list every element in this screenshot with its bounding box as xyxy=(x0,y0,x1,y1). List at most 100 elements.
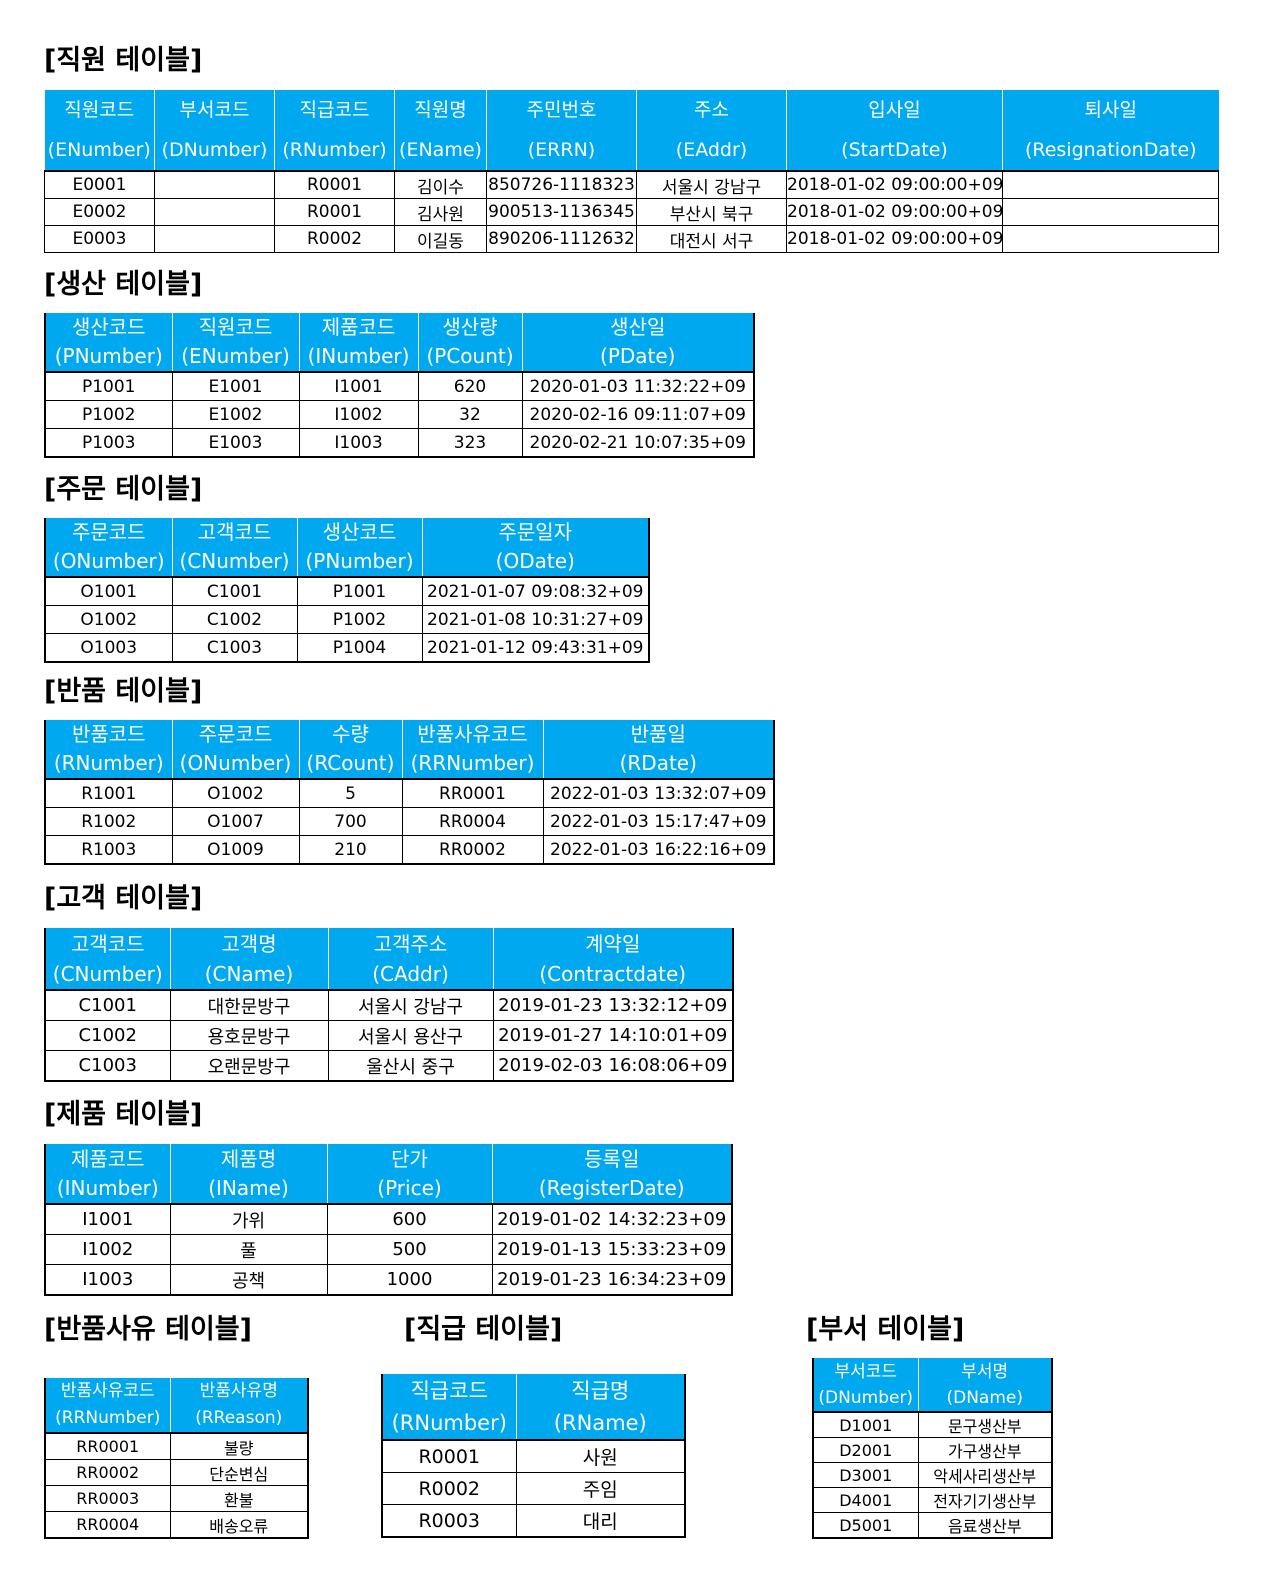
column-header-english: (PNumber) xyxy=(54,344,163,368)
column-header-korean: 주문코드 xyxy=(198,722,273,746)
table-cell: 문구생산부 xyxy=(917,1411,1053,1438)
header-row: 부서코드 (DNumber) 부서명 (DName) xyxy=(813,1358,1052,1412)
table-row: E0003 R0002 이길동 890206-1112632 대전시 서구 2018-01… xyxy=(44,225,1219,253)
table-cell: 오랜문방구 xyxy=(169,1050,329,1082)
column-header-english: (EAddr) xyxy=(675,139,748,161)
column-header-korean: 직원코드 xyxy=(64,99,135,121)
table-row: O1001 C1001 P1001 2021-01-07 09:08:32+09 xyxy=(44,576,650,606)
table-cell: 1000 xyxy=(326,1264,493,1296)
table-row: P1003 E1003 I1003 323 2020-02-21 10:07:35+09 xyxy=(44,428,755,458)
table-cell: 풀 xyxy=(169,1234,328,1265)
table-cell: O1002 xyxy=(44,605,173,634)
column-header: 고객코드 (CNumber) xyxy=(171,518,297,577)
table-cell: 2022-01-03 13:32:07+09 xyxy=(542,778,775,808)
column-header: 생산코드 (PNumber) xyxy=(296,518,422,577)
column-header: 주문코드 (ONumber) xyxy=(45,518,172,577)
table-cell: 2021-01-12 09:43:31+09 xyxy=(421,633,650,663)
column-header-english: (RCount) xyxy=(306,751,395,775)
column-header-korean: 반품사유코드 xyxy=(417,722,528,746)
return-table-title: [반품 테이블] xyxy=(44,676,203,707)
order-table-title: [주문 테이블] xyxy=(44,474,203,505)
table-cell: 환불 xyxy=(169,1485,309,1512)
table-cell: 사원 xyxy=(515,1439,686,1473)
table-cell: 2022-01-03 16:22:16+09 xyxy=(542,835,775,865)
column-header: 고객주소 (CAddr) xyxy=(327,928,493,990)
table-cell: 2019-02-03 16:08:06+09 xyxy=(492,1050,734,1082)
column-header-korean: 제품코드 xyxy=(321,315,396,339)
table-cell: P1001 xyxy=(44,371,173,401)
department-table-title: [부서 테이블] xyxy=(806,1314,965,1345)
table-cell: 가구생산부 xyxy=(917,1437,1053,1463)
table-row: I1003 공책 1000 2019-01-23 16:34:23+09 xyxy=(44,1264,733,1296)
table-cell: 2018-01-02 09:00:00+09 xyxy=(786,170,1003,199)
return-reason-table: 반품사유코드 (RRNumber) 반품사유명 (RReason) RR0001 불량 RR… xyxy=(44,1378,309,1539)
table-cell: 32 xyxy=(417,400,523,429)
table-cell: 전자기기생산부 xyxy=(917,1487,1053,1513)
table-cell: O1002 xyxy=(171,778,300,808)
table-cell: E0001 xyxy=(44,170,155,199)
column-header-english: (PNumber) xyxy=(305,549,414,573)
column-header: 주소 (EAddr) xyxy=(636,90,787,171)
column-header: 수량 (RCount) xyxy=(298,720,402,779)
table-cell: 가위 xyxy=(169,1203,328,1235)
table-cell: 배송오류 xyxy=(169,1511,309,1539)
table-cell: P1002 xyxy=(296,605,423,634)
table-cell: D5001 xyxy=(812,1512,919,1539)
table-cell: 600 xyxy=(326,1203,493,1235)
table-cell xyxy=(154,170,275,199)
column-header-english: (CNumber) xyxy=(179,549,290,573)
column-header: 반품사유코드 (RRNumber) xyxy=(45,1378,170,1433)
column-header-english: (PCount) xyxy=(426,344,514,368)
department-table: 부서코드 (DNumber) 부서명 (DName) D1001 문구생산부 D2001 가구… xyxy=(812,1358,1053,1539)
table-cell: 단순변심 xyxy=(169,1459,309,1486)
column-header-korean: 계약일 xyxy=(585,931,641,956)
table-row: R0003 대리 xyxy=(381,1504,686,1538)
column-header-english: (RName) xyxy=(553,1410,647,1435)
column-header: 입사일 (StartDate) xyxy=(786,90,1003,171)
column-header-english: (INumber) xyxy=(307,344,410,368)
table-cell: 2018-01-02 09:00:00+09 xyxy=(786,225,1003,253)
table-cell: I1003 xyxy=(44,1264,171,1296)
table-cell: E0002 xyxy=(44,198,155,226)
column-header: 고객명 (CName) xyxy=(169,928,328,990)
table-cell: R0001 xyxy=(274,170,395,199)
table-cell: R1002 xyxy=(44,807,173,836)
table-cell: D4001 xyxy=(812,1487,919,1513)
column-header: 직급명 (RName) xyxy=(515,1374,685,1440)
table-cell: C1003 xyxy=(171,633,298,663)
table-cell: R0002 xyxy=(274,225,395,253)
column-header-english: (ERRN) xyxy=(527,139,596,161)
column-header: 주문코드 (ONumber) xyxy=(171,720,299,779)
employee-table: 직원코드 (ENumber) 부서코드 (DNumber) 직급코드 (RNumber) 직… xyxy=(44,90,1219,253)
table-row: E0002 R0001 김사원 900513-1136345 부산시 북구 2018-01… xyxy=(44,198,1219,226)
column-header: 생산량 (PCount) xyxy=(417,313,522,372)
table-cell: 2020-01-03 11:32:22+09 xyxy=(521,371,755,401)
table-cell: 악세사리생산부 xyxy=(917,1462,1053,1488)
table-cell: 서울시 강남구 xyxy=(636,170,787,199)
column-header-english: (DNumber) xyxy=(818,1387,914,1408)
column-header-english: (RRNumber) xyxy=(55,1408,161,1428)
table-cell: C1002 xyxy=(171,605,298,634)
employee-table-title: [직원 테이블] xyxy=(44,45,203,76)
table-cell: RR0004 xyxy=(44,1511,171,1539)
column-header-korean: 부서코드 xyxy=(179,99,250,121)
column-header: 생산코드 (PNumber) xyxy=(45,313,172,372)
table-cell: C1001 xyxy=(44,989,171,1021)
table-cell: RR0004 xyxy=(401,807,544,836)
table-cell: I1001 xyxy=(44,1203,171,1235)
table-row: R0002 주임 xyxy=(381,1472,686,1505)
column-header-english: (PDate) xyxy=(600,344,676,368)
table-cell: 2019-01-02 14:32:23+09 xyxy=(491,1203,733,1235)
table-row: D2001 가구생산부 xyxy=(812,1437,1053,1463)
table-cell: D2001 xyxy=(812,1437,919,1463)
column-header-korean: 반품사유코드 xyxy=(60,1381,155,1401)
table-cell: 2018-01-02 09:00:00+09 xyxy=(786,198,1003,226)
column-header: 반품일 (RDate) xyxy=(542,720,774,779)
table-row: D1001 문구생산부 xyxy=(812,1411,1053,1438)
table-row: C1003 오랜문방구 울산시 중구 2019-02-03 16:08:06+09 xyxy=(44,1050,734,1082)
column-header-korean: 고객주소 xyxy=(373,931,448,956)
table-cell: I1002 xyxy=(298,400,419,429)
table-cell: R1003 xyxy=(44,835,173,865)
column-header-korean: 고객코드 xyxy=(197,520,272,544)
column-header: 반품사유명 (RReason) xyxy=(169,1378,308,1433)
